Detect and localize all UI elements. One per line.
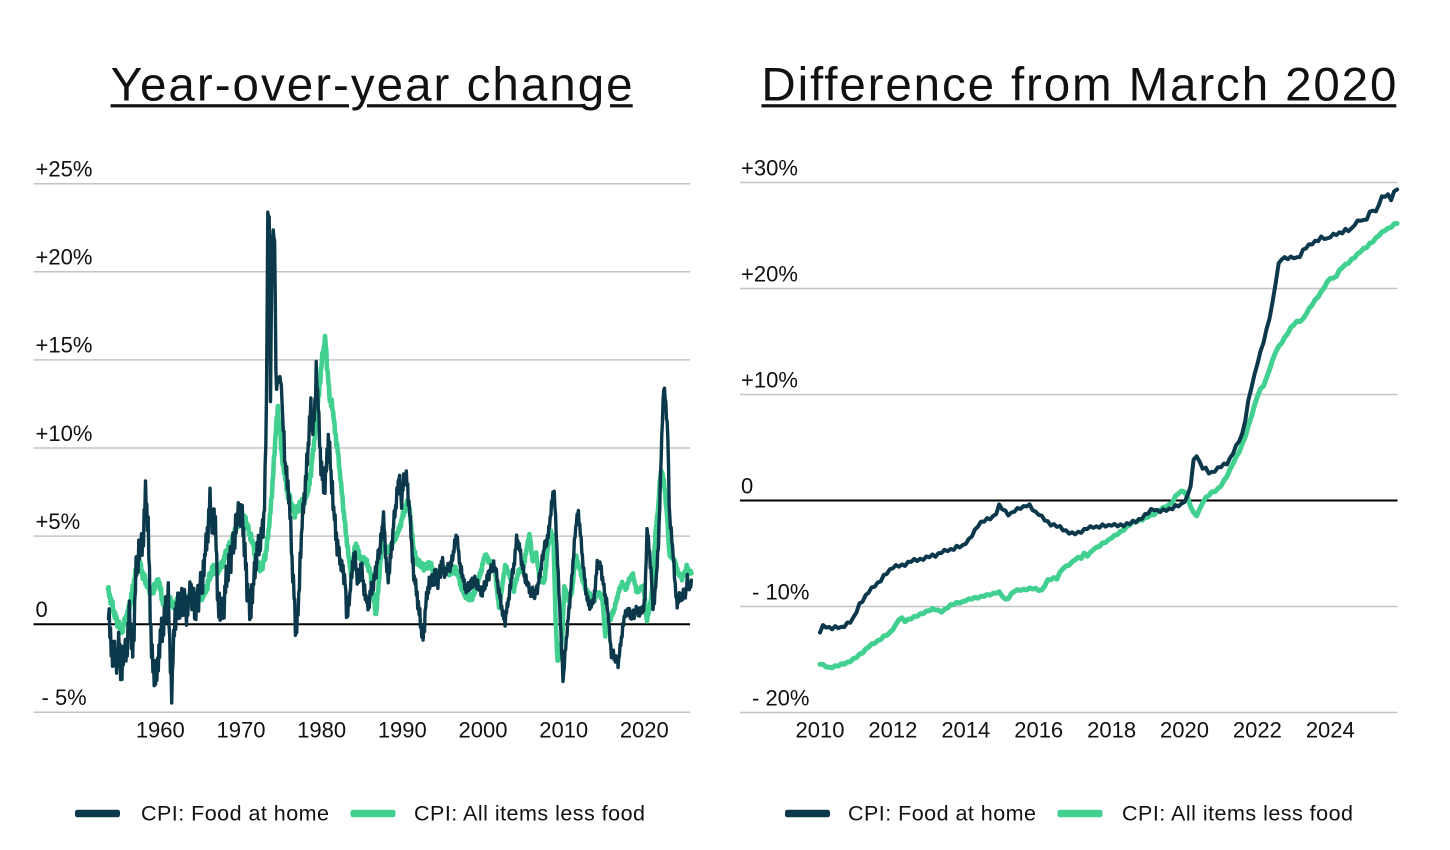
- svg-text:+15%: +15%: [36, 333, 93, 358]
- svg-text:- 5%: - 5%: [42, 685, 87, 710]
- svg-text:- 20%: - 20%: [752, 685, 809, 710]
- svg-text:+25%: +25%: [36, 157, 93, 182]
- svg-text:2012: 2012: [868, 718, 917, 743]
- svg-text:2018: 2018: [1087, 718, 1136, 743]
- svg-text:2014: 2014: [941, 718, 990, 743]
- svg-text:+20%: +20%: [741, 261, 798, 286]
- svg-text:Difference from March 2020: Difference from March 2020: [761, 58, 1396, 111]
- svg-text:2010: 2010: [796, 718, 845, 743]
- svg-text:+10%: +10%: [741, 367, 798, 392]
- svg-text:2024: 2024: [1306, 718, 1355, 743]
- svg-text:2000: 2000: [459, 718, 508, 743]
- svg-text:1960: 1960: [136, 718, 185, 743]
- svg-text:1970: 1970: [217, 718, 266, 743]
- svg-text:+30%: +30%: [741, 155, 798, 180]
- svg-text:2022: 2022: [1233, 718, 1282, 743]
- svg-text:+10%: +10%: [36, 421, 93, 446]
- svg-text:2010: 2010: [539, 718, 588, 743]
- svg-text:+5%: +5%: [36, 509, 81, 534]
- svg-text:1990: 1990: [378, 718, 427, 743]
- svg-text:CPI: Food at home: CPI: Food at home: [141, 802, 329, 826]
- svg-text:2020: 2020: [620, 718, 669, 743]
- svg-text:1980: 1980: [297, 718, 346, 743]
- svg-text:+20%: +20%: [36, 245, 93, 270]
- svg-text:CPI: All items less food: CPI: All items less food: [1122, 802, 1353, 826]
- svg-text:- 10%: - 10%: [752, 579, 809, 604]
- svg-text:0: 0: [36, 597, 48, 622]
- svg-text:2016: 2016: [1014, 718, 1063, 743]
- svg-text:Year-over-year change: Year-over-year change: [111, 58, 633, 111]
- svg-text:0: 0: [741, 473, 753, 498]
- svg-text:CPI: Food at home: CPI: Food at home: [848, 802, 1036, 826]
- svg-text:CPI: All items less food: CPI: All items less food: [414, 802, 645, 826]
- svg-text:2020: 2020: [1160, 718, 1209, 743]
